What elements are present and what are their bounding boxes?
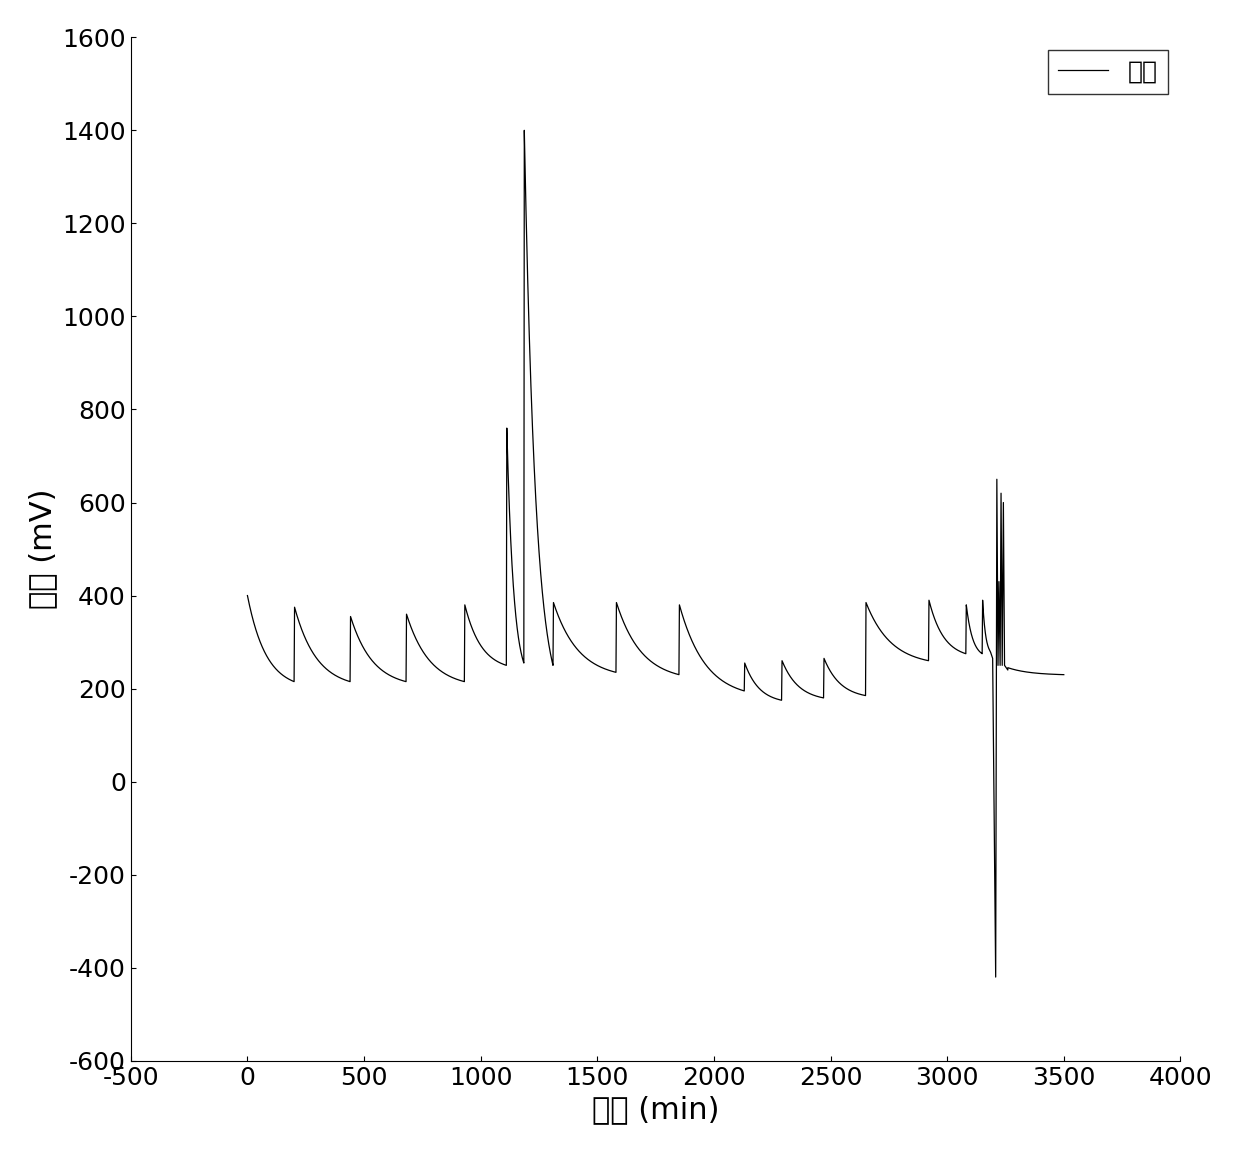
电压	[522, 316, 537, 329]
电压	[965, 629, 980, 643]
X-axis label: 时间 (min): 时间 (min)	[591, 1096, 719, 1124]
电压	[955, 645, 970, 659]
电压	[517, 123, 532, 137]
电压	[1056, 668, 1071, 682]
电压	[785, 673, 800, 687]
Legend: 电压: 电压	[1048, 50, 1168, 93]
电压	[993, 609, 1008, 623]
Y-axis label: 电压 (mV): 电压 (mV)	[27, 488, 57, 609]
电压	[241, 589, 255, 602]
电压	[956, 646, 971, 660]
Line: 电压: 电压	[248, 130, 1064, 977]
电压	[988, 970, 1003, 984]
